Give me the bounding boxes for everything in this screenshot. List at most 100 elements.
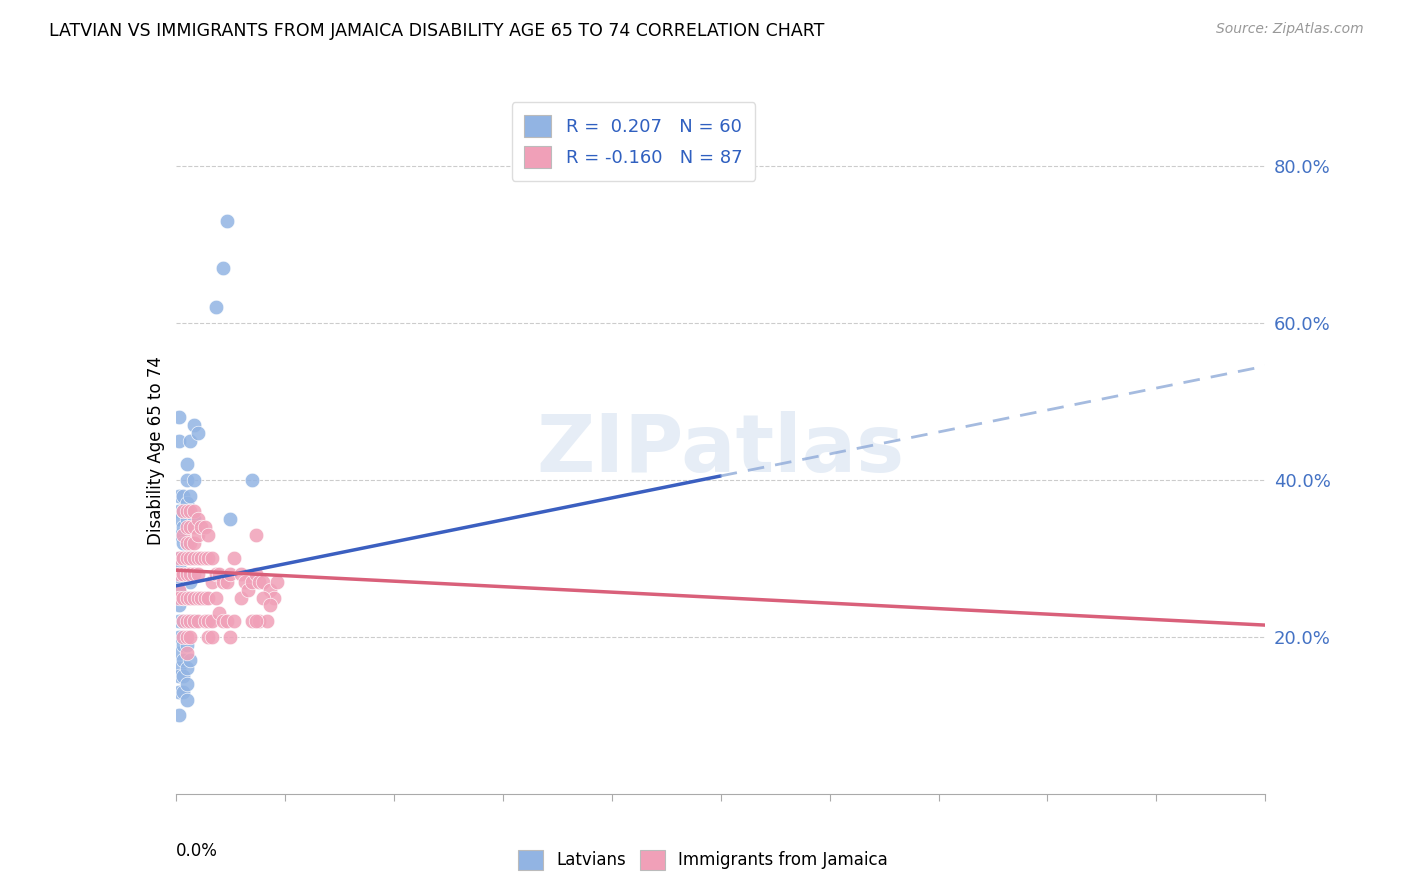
Point	[179, 520, 201, 534]
Point	[176, 567, 198, 582]
Point	[172, 528, 194, 542]
Point	[219, 630, 242, 644]
Point	[176, 638, 198, 652]
Point	[169, 559, 191, 574]
Point	[169, 591, 191, 605]
Point	[259, 582, 281, 597]
Point	[219, 512, 242, 526]
Point	[169, 661, 191, 675]
Point	[176, 457, 198, 471]
Point	[176, 551, 198, 566]
Point	[183, 417, 205, 432]
Point	[179, 567, 201, 582]
Point	[186, 614, 209, 628]
Point	[240, 473, 263, 487]
Point	[212, 614, 235, 628]
Point	[179, 591, 201, 605]
Point	[245, 614, 267, 628]
Point	[183, 504, 205, 518]
Point	[176, 512, 198, 526]
Point	[176, 591, 198, 605]
Point	[169, 708, 191, 723]
Point	[194, 614, 217, 628]
Point	[169, 582, 191, 597]
Point	[172, 489, 194, 503]
Point	[172, 669, 194, 683]
Point	[190, 520, 212, 534]
Point	[172, 685, 194, 699]
Point	[172, 614, 194, 628]
Point	[222, 614, 245, 628]
Point	[169, 599, 191, 613]
Point	[169, 551, 191, 566]
Point	[186, 425, 209, 440]
Point	[222, 551, 245, 566]
Point	[183, 614, 205, 628]
Point	[179, 630, 201, 644]
Point	[172, 567, 194, 582]
Point	[172, 504, 194, 518]
Point	[169, 646, 191, 660]
Point	[183, 535, 205, 549]
Point	[204, 567, 226, 582]
Point	[245, 567, 267, 582]
Point	[179, 653, 201, 667]
Point	[183, 551, 205, 566]
Point	[208, 607, 231, 621]
Point	[176, 630, 198, 644]
Point	[176, 614, 198, 628]
Point	[179, 535, 201, 549]
Point	[169, 489, 191, 503]
Legend: Latvians, Immigrants from Jamaica: Latvians, Immigrants from Jamaica	[512, 843, 894, 877]
Point	[179, 574, 201, 589]
Point	[201, 630, 224, 644]
Point	[169, 669, 191, 683]
Point	[169, 582, 191, 597]
Point	[179, 551, 201, 566]
Point	[172, 504, 194, 518]
Point	[201, 614, 224, 628]
Y-axis label: Disability Age 65 to 74: Disability Age 65 to 74	[146, 356, 165, 545]
Point	[186, 512, 209, 526]
Point	[186, 528, 209, 542]
Point	[190, 551, 212, 566]
Point	[179, 614, 201, 628]
Point	[172, 591, 194, 605]
Point	[208, 567, 231, 582]
Point	[176, 614, 198, 628]
Point	[238, 582, 260, 597]
Point	[197, 614, 219, 628]
Point	[176, 535, 198, 549]
Point	[245, 528, 267, 542]
Point	[212, 260, 235, 275]
Point	[186, 591, 209, 605]
Point	[197, 591, 219, 605]
Point	[176, 646, 198, 660]
Point	[169, 685, 191, 699]
Point	[169, 567, 191, 582]
Point	[176, 591, 198, 605]
Point	[201, 574, 224, 589]
Point	[252, 574, 274, 589]
Point	[240, 614, 263, 628]
Point	[176, 520, 198, 534]
Point	[186, 551, 209, 566]
Point	[176, 692, 198, 706]
Point	[169, 551, 191, 566]
Point	[204, 300, 226, 314]
Point	[219, 567, 242, 582]
Text: ZIPatlas: ZIPatlas	[537, 411, 904, 490]
Point	[169, 410, 191, 425]
Point	[266, 574, 288, 589]
Point	[172, 638, 194, 652]
Point	[179, 489, 201, 503]
Point	[169, 630, 191, 644]
Point	[183, 512, 205, 526]
Point	[215, 574, 238, 589]
Point	[176, 504, 198, 518]
Point	[190, 591, 212, 605]
Point	[169, 434, 191, 448]
Point	[233, 574, 256, 589]
Point	[204, 591, 226, 605]
Point	[169, 574, 191, 589]
